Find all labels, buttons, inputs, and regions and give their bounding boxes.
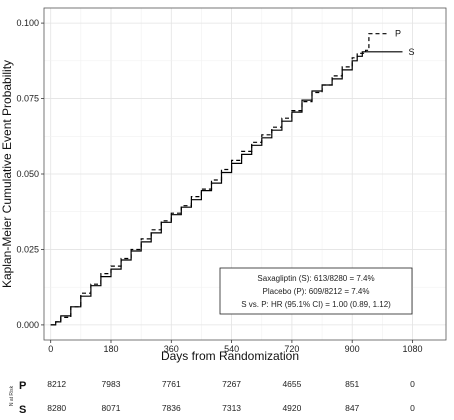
annotation-line-placebo: Placebo (P): 609/8212 = 7.4% [263,287,370,296]
series-layer: SP [50,29,414,326]
y-tick-label: 0.000 [16,320,39,330]
x-tick-label: 540 [224,344,239,354]
y-tick-label: 0.100 [16,18,39,28]
risk-value: 4920 [282,403,301,413]
risk-value: 7313 [222,403,241,413]
axes: 0 180 360 540 720 900 1080 0.000 0.025 0.050 0.075… [16,18,422,354]
risk-value: 7267 [222,379,241,389]
risk-value: 847 [345,403,359,413]
series-label-p: P [395,29,401,39]
risk-value: 4655 [282,379,301,389]
y-tick-label: 0.050 [16,169,39,179]
x-tick-label: 1080 [402,344,422,354]
risk-table-title: N at Risk [9,385,15,406]
y-tick-label: 0.025 [16,244,39,254]
x-tick-label: 900 [345,344,360,354]
risk-value: 8280 [47,403,66,413]
risk-value: 7836 [162,403,181,413]
risk-value: 0 [410,403,415,413]
risk-value: 8071 [102,403,121,413]
x-axis-title: Days from Randomization [161,349,299,363]
annotation-border [219,267,413,315]
annotation-box: Saxagliptin (S): 613/8280 = 7.4% Placebo… [219,267,413,315]
y-tick-label: 0.075 [16,94,39,104]
annotation-line-saxagliptin: Saxagliptin (S): 613/8280 = 7.4% [257,274,374,283]
annotation-line-hazard-ratio: S vs. P: HR (95.1% CI) = 1.00 (0.89, 1.1… [241,300,391,309]
series-line-p [50,33,389,326]
risk-value: 7983 [102,379,121,389]
series-label-s: S [408,47,414,57]
risk-value: 8212 [47,379,66,389]
risk-value: 7761 [162,379,181,389]
x-tick-label: 180 [103,344,118,354]
risk-table: N at Risk P S 8212 7983 7761 7267 4655 851 082… [9,379,415,416]
x-tick-label: 720 [284,344,299,354]
x-tick-label: 0 [48,344,53,354]
risk-values: 8212 7983 7761 7267 4655 851 0 8280 8071 7836 7313… [47,379,415,413]
risk-value: 0 [410,379,415,389]
x-tick-label: 360 [164,344,179,354]
risk-row-label-p: P [19,380,26,392]
risk-value: 851 [345,379,359,389]
y-axis-title: Kaplan-Meier Cumulative Event Probabilit… [0,60,14,288]
risk-row-label-s: S [19,404,26,416]
